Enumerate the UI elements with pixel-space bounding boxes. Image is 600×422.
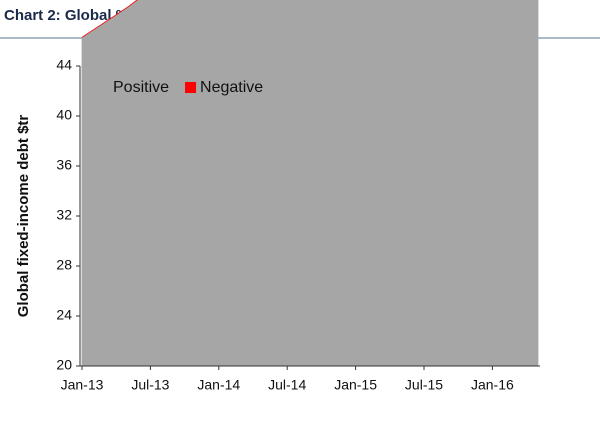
legend-label: Negative bbox=[200, 79, 263, 96]
plot-area bbox=[81, 0, 539, 367]
y-tick-label: 28 bbox=[56, 257, 72, 273]
x-tick-label: Jul-14 bbox=[268, 377, 306, 393]
y-tick-label: 40 bbox=[56, 107, 72, 123]
y-tick-label: 36 bbox=[56, 157, 72, 173]
y-tick-label: 20 bbox=[56, 357, 72, 373]
x-tick-label: Jan-14 bbox=[197, 377, 240, 393]
legend-swatch bbox=[185, 82, 197, 93]
area-positive bbox=[81, 0, 539, 367]
y-tick-label: 24 bbox=[56, 307, 72, 323]
x-tick-label: Jul-15 bbox=[405, 377, 443, 393]
x-tick-label: Jan-16 bbox=[471, 377, 514, 393]
y-tick-label: 32 bbox=[56, 207, 72, 223]
x-tick-label: Jan-13 bbox=[61, 377, 104, 393]
legend-label: Positive bbox=[113, 79, 169, 96]
x-tick-label: Jan-15 bbox=[334, 377, 377, 393]
y-tick-label: 44 bbox=[56, 57, 72, 73]
y-axis-label: Global fixed-income debt $tr bbox=[15, 115, 32, 318]
legend-swatch bbox=[98, 82, 109, 93]
x-tick-label: Jul-13 bbox=[131, 377, 169, 393]
